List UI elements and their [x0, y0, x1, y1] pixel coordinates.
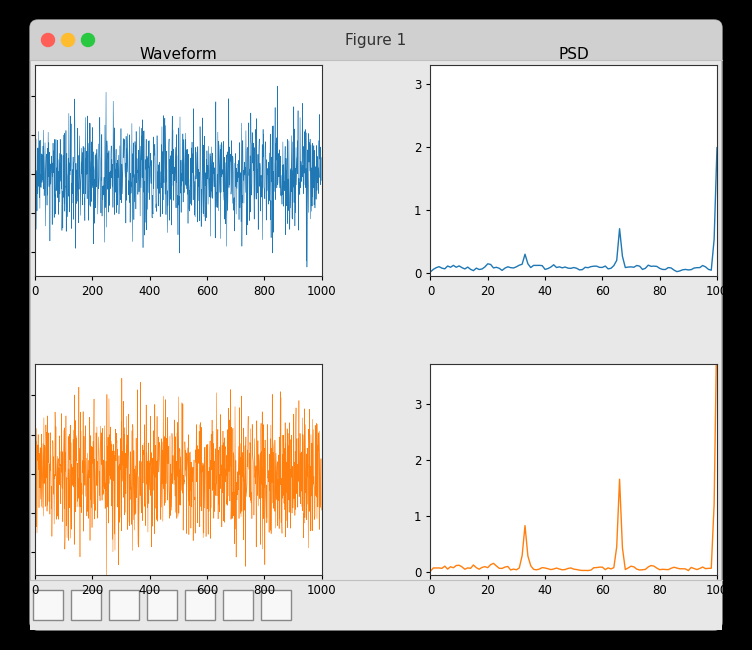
- Bar: [30, 40, 722, 60]
- FancyBboxPatch shape: [30, 20, 722, 60]
- Circle shape: [62, 34, 74, 47]
- Bar: [33, 590, 63, 620]
- Bar: [109, 590, 139, 620]
- Bar: [147, 590, 177, 620]
- Bar: [223, 590, 253, 620]
- FancyBboxPatch shape: [30, 20, 722, 630]
- Circle shape: [41, 34, 54, 47]
- Bar: [30, 580, 722, 630]
- Bar: [71, 590, 101, 620]
- Title: PSD: PSD: [558, 47, 589, 62]
- Bar: [185, 590, 215, 620]
- Title: Waveform: Waveform: [139, 47, 217, 62]
- Bar: [261, 590, 291, 620]
- Circle shape: [81, 34, 95, 47]
- Text: Figure 1: Figure 1: [345, 32, 407, 47]
